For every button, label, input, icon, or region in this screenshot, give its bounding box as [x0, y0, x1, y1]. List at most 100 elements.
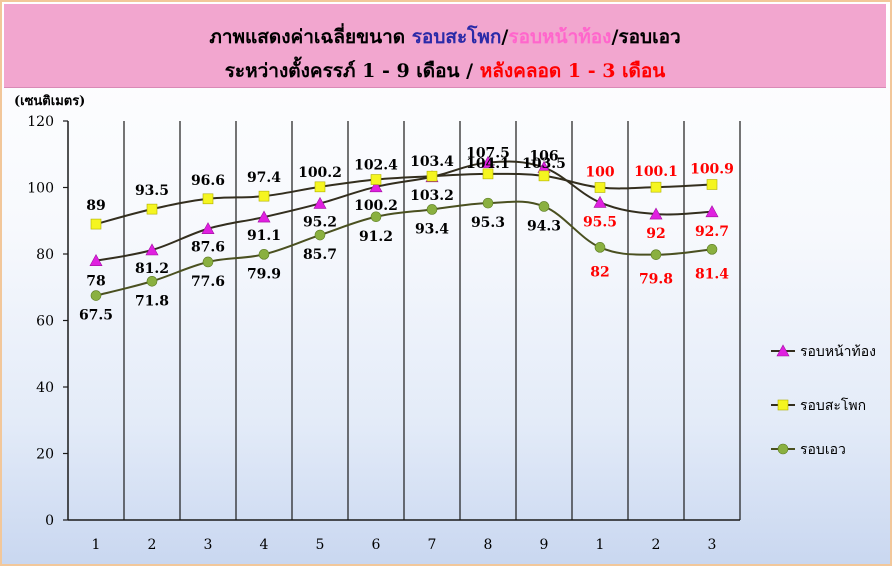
x-tick-label: 7: [428, 537, 437, 553]
data-point: [593, 195, 607, 208]
data-point: [706, 179, 718, 190]
data-point: [426, 204, 438, 215]
x-tick-label: 6: [372, 537, 381, 553]
data-label: 96.6: [191, 173, 225, 189]
data-point: [257, 210, 271, 223]
data-label: 95.3: [471, 215, 505, 231]
title-banner: ภาพแสดงค่าเฉลี่ยขนาด รอบสะโพก/รอบหน้าท้อ…: [4, 4, 886, 88]
legend-label: รอบสะโพก: [800, 397, 866, 414]
x-tick-label: 1: [92, 537, 101, 553]
data-label: 92: [646, 226, 665, 242]
x-tick-label: 8: [484, 537, 493, 553]
data-point: [649, 207, 663, 220]
data-label: 93.5: [135, 183, 169, 199]
data-label: 77.6: [191, 274, 225, 290]
data-label: 81.2: [135, 261, 169, 277]
legend-marker: [777, 399, 789, 411]
data-label: 81.4: [695, 266, 729, 282]
data-point: [594, 182, 606, 193]
data-point: [426, 170, 438, 182]
y-tick-label: 60: [36, 314, 54, 330]
data-label: 91.2: [359, 229, 393, 245]
x-tick-label: 4: [260, 537, 269, 553]
x-tick-label: 5: [316, 537, 325, 553]
data-point: [369, 180, 383, 193]
legend-label: รอบหน้าท้อง: [800, 344, 876, 360]
data-point: [258, 190, 270, 202]
chart-title-segment-1: รอบสะโพก: [411, 26, 502, 48]
data-label: 100.9: [690, 162, 734, 178]
data-point: [370, 211, 382, 223]
data-point: [481, 155, 495, 168]
data-labels: 78 81.2 87.6 91.1 95.2 100.2 103.2 107.5 106 95.5…: [79, 146, 734, 324]
data-label: 104.1: [466, 156, 510, 172]
data-point: [90, 290, 102, 301]
data-label: 87.6: [191, 240, 225, 256]
y-axis-label: (เซนติเมตร): [14, 94, 85, 109]
chart-title-segment-0: ภาพแสดงค่าเฉลี่ยขนาด: [209, 26, 412, 48]
data-label: 82: [590, 264, 609, 280]
data-point: [145, 243, 159, 256]
data-point: [650, 249, 662, 260]
y-tick-label: 80: [36, 247, 54, 263]
x-tick-label: 2: [652, 537, 661, 553]
data-point: [258, 249, 270, 260]
data-label: 100.1: [634, 164, 678, 180]
data-point: [201, 222, 215, 235]
data-point: [482, 168, 494, 180]
data-label: 106: [529, 149, 558, 165]
data-label: 79.8: [639, 272, 673, 288]
chart-title-segment-3: รอบหน้าท้อง: [508, 26, 612, 48]
gridlines: [123, 121, 741, 520]
x-tick-label: 2: [148, 537, 157, 553]
data-point: [202, 256, 214, 268]
legend-marker: [776, 344, 790, 357]
x-tick-label: 1: [596, 537, 605, 553]
y-tick-label: 100: [27, 181, 54, 197]
y-tick-label: 120: [27, 114, 54, 130]
data-point: [370, 174, 382, 185]
data-label: 107.5: [466, 146, 510, 162]
data-point: [538, 201, 550, 212]
data-label: 85.7: [303, 247, 337, 263]
data-point: [538, 170, 550, 182]
data-label: 71.8: [135, 293, 169, 309]
data-label: 100.2: [298, 165, 342, 181]
data-label: 103.4: [410, 154, 454, 170]
x-tick-label: 3: [204, 537, 213, 553]
legend-label: รอบเอว: [800, 442, 846, 458]
x-tick-label: 3: [708, 537, 717, 553]
chart-title: ภาพแสดงค่าเฉลี่ยขนาด รอบสะโพก/รอบหน้าท้อ…: [4, 22, 886, 52]
series: [89, 155, 719, 301]
chart-subtitle-segment-0: ระหว่างตั้งครรภ์ 1 - 9 เดือน /: [224, 60, 480, 82]
data-point: [90, 218, 102, 230]
data-label: 103.5: [522, 156, 566, 172]
data-label: 102.4: [354, 158, 398, 174]
chart-title-segment-2: /: [501, 26, 509, 48]
legend-marker: [777, 443, 789, 455]
data-label: 67.5: [79, 308, 113, 324]
data-point: [146, 275, 158, 287]
data-point: [705, 205, 719, 218]
y-tick-label: 40: [36, 380, 54, 396]
chart-title-segment-4: /รอบเอว: [611, 26, 681, 48]
data-label: 89: [86, 198, 105, 214]
data-point: [650, 181, 662, 193]
data-point: [314, 181, 326, 193]
data-label: 92.7: [695, 224, 729, 240]
data-point: [594, 242, 606, 253]
data-label: 103.2: [410, 188, 454, 204]
data-point: [146, 203, 158, 215]
data-point: [314, 229, 326, 241]
data-label: 100.2: [354, 198, 398, 214]
data-label: 79.9: [247, 266, 281, 282]
data-point: [202, 193, 214, 205]
data-label: 93.4: [415, 221, 449, 237]
data-label: 78: [86, 274, 105, 290]
chart-subtitle: ระหว่างตั้งครรภ์ 1 - 9 เดือน / หลังคลอด …: [4, 56, 886, 86]
y-tick-label: 0: [45, 513, 54, 529]
data-label: 91.1: [247, 228, 281, 244]
data-point: [706, 244, 718, 255]
data-point: [482, 197, 494, 209]
